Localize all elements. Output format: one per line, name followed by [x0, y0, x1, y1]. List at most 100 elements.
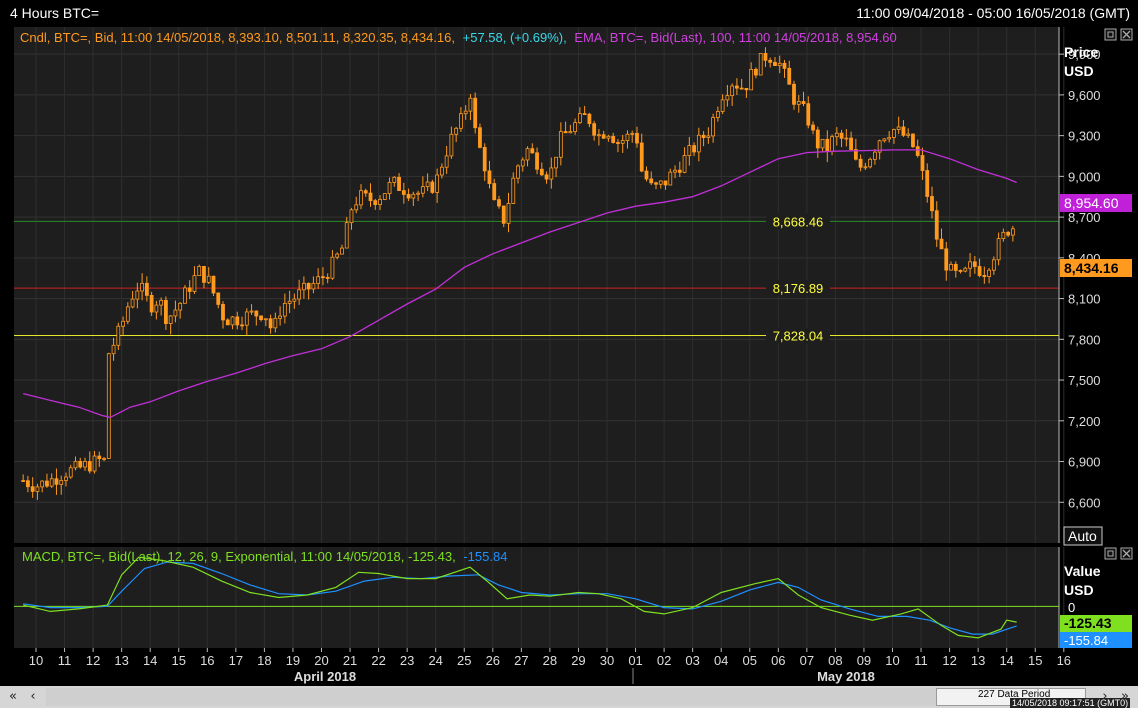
last-price-badge-text: 8,434.16 — [1064, 260, 1119, 276]
candle-body — [382, 193, 387, 200]
candle-body — [968, 261, 972, 269]
candle-body — [730, 85, 735, 97]
candle-body — [649, 178, 654, 184]
time-range: 11:00 09/04/2018 - 05:00 16/05/2018 (GMT… — [856, 5, 1130, 21]
candle-body — [411, 193, 416, 199]
candle-body — [863, 166, 868, 169]
scroll-track[interactable] — [46, 688, 936, 706]
candle-body — [782, 62, 787, 69]
scroll-right-icon[interactable]: › — [1102, 689, 1108, 704]
chart-canvas[interactable]: 8,668.46 8,176.89 7,828.04 6,600 6,900 7,200… — [0, 0, 1138, 686]
candle-body — [92, 455, 97, 472]
signal-legend-text: -155.84 — [463, 549, 507, 564]
candle-body — [920, 155, 925, 171]
candle-body — [901, 126, 906, 136]
auto-label[interactable]: Auto — [1068, 528, 1097, 544]
price-axis: 6,6006,9007,2007,5007,8008,1008,4008,700… — [1058, 27, 1101, 543]
restore-glyph — [1107, 31, 1114, 38]
auto-scale-button[interactable]: Auto — [1063, 526, 1103, 546]
candle-body — [268, 318, 273, 329]
candle-body — [468, 97, 473, 112]
day-tick-label: 23 — [400, 653, 414, 668]
candle-body — [359, 190, 363, 206]
restore-icon[interactable] — [1104, 28, 1117, 41]
scrollbar[interactable]: « ‹ 227 Data Period 14/05/2018 09:17:51 … — [0, 686, 1138, 708]
scroll-left-icon[interactable]: ‹ — [30, 689, 36, 704]
candle-body — [696, 134, 701, 153]
candle-body — [1010, 228, 1015, 236]
candle-body — [525, 148, 530, 161]
candle-body — [497, 199, 501, 207]
macd-zero-label: 0 — [1068, 600, 1075, 615]
candle-body — [478, 127, 482, 148]
day-tick-label: 15 — [1028, 653, 1042, 668]
day-tick-label: 20 — [314, 653, 328, 668]
candle-body — [758, 52, 763, 76]
candle-body — [273, 317, 278, 329]
candle-body — [482, 147, 487, 172]
candle-body — [630, 132, 635, 135]
candle-body — [197, 266, 202, 276]
candle-body — [592, 123, 597, 136]
candle-body — [125, 306, 130, 322]
scroll-first-icon[interactable]: « — [9, 689, 17, 704]
candle-body — [230, 316, 235, 326]
macd-legend-text: MACD, BTC=, Bid(Last), 12, 26, 9, Expone… — [22, 549, 456, 564]
candle-body — [401, 190, 406, 195]
candle-body — [49, 478, 54, 487]
candle-body — [459, 113, 463, 129]
day-tick-label: 13 — [114, 653, 128, 668]
day-tick-label: 03 — [685, 653, 699, 668]
title-bar: 4 Hours BTC= 11:00 09/04/2018 - 05:00 16… — [0, 0, 1138, 26]
scroll-last-icon[interactable]: » — [1121, 689, 1129, 704]
candle-body — [611, 135, 616, 143]
candle-body — [925, 170, 930, 197]
macd-restore-icon[interactable] — [1104, 547, 1117, 560]
candle-body — [711, 117, 716, 137]
candle-body — [164, 299, 168, 324]
candle-body — [825, 138, 830, 152]
price-tick-label: 9,600 — [1068, 88, 1101, 103]
price-plot-area[interactable] — [14, 27, 1059, 543]
candle-body — [739, 87, 744, 90]
macd-panel-controls[interactable] — [1104, 547, 1133, 560]
day-tick-label: 01 — [628, 653, 642, 668]
candle-body — [868, 158, 873, 168]
candle-body — [644, 170, 649, 180]
candle-body — [682, 155, 687, 173]
candle-body — [853, 149, 858, 160]
day-tick-label: 25 — [457, 653, 471, 668]
day-tick-label: 29 — [571, 653, 585, 668]
candle-body — [97, 455, 102, 460]
hline-label: 8,668.46 — [773, 214, 824, 229]
candle-body — [35, 486, 40, 492]
candle-body — [111, 344, 116, 355]
macd-plot-area[interactable] — [14, 547, 1059, 648]
candle-body — [544, 174, 549, 180]
candle-body — [506, 203, 511, 224]
candle-body — [768, 59, 773, 63]
candle-body — [953, 263, 958, 271]
candle-body — [130, 298, 135, 308]
price-panel-controls[interactable] — [1104, 28, 1133, 41]
candle-body — [392, 176, 397, 183]
candle-body — [368, 192, 373, 202]
candle-body — [492, 183, 497, 201]
candle-body — [735, 85, 739, 89]
candle-body — [259, 315, 263, 320]
day-tick-label: 10 — [29, 653, 43, 668]
candle-body — [487, 170, 492, 184]
macd-axis-title: Value — [1064, 563, 1101, 579]
candle-body — [501, 205, 506, 224]
candle-body — [535, 152, 539, 170]
candle-body — [725, 95, 730, 101]
close-glyph — [1122, 30, 1131, 39]
candle-body — [102, 458, 106, 460]
candle-body — [530, 148, 535, 154]
candle-body — [930, 196, 934, 212]
candle-body — [321, 276, 325, 279]
candle-body — [820, 138, 825, 149]
macd-axis-unit: USD — [1064, 582, 1094, 598]
candle-body — [54, 478, 59, 485]
candle-body — [516, 165, 520, 179]
